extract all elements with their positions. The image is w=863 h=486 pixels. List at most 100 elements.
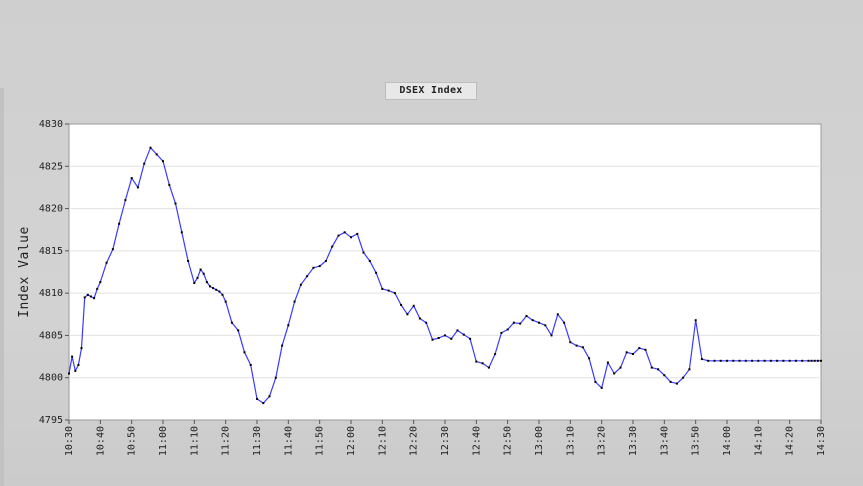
series-layer <box>68 146 822 405</box>
data-point <box>118 222 121 225</box>
data-point <box>450 337 453 340</box>
data-point <box>196 276 199 279</box>
data-point <box>136 186 139 189</box>
data-point <box>738 359 741 362</box>
data-point <box>77 364 80 366</box>
data-point <box>538 321 540 324</box>
data-point <box>368 260 371 262</box>
data-point <box>657 368 660 371</box>
data-point <box>782 359 785 362</box>
data-point <box>356 232 359 235</box>
data-point <box>130 177 133 180</box>
data-point <box>205 281 208 284</box>
y-tick-label: 4810 <box>39 288 63 299</box>
data-point <box>588 357 591 360</box>
data-point <box>281 344 284 347</box>
data-point <box>494 353 497 355</box>
x-tick-label: 11:20 <box>221 426 232 456</box>
x-tick-label: 10:30 <box>64 426 75 456</box>
x-tick-label: 11:40 <box>283 426 294 456</box>
data-point <box>412 304 415 307</box>
data-point <box>500 331 503 334</box>
grid-lines <box>69 165 821 379</box>
data-point <box>168 183 171 186</box>
y-tick-label: 4795 <box>39 415 63 426</box>
data-point <box>713 359 716 362</box>
x-axis-ticks: 10:30 10:40 10:50 11:00 11:10 11:20 11:30 11:40… <box>64 420 827 456</box>
data-point <box>381 287 384 290</box>
data-point <box>89 295 92 298</box>
data-point <box>86 293 89 296</box>
data-point <box>613 372 616 375</box>
data-point <box>569 341 572 344</box>
data-point <box>556 313 559 316</box>
data-point <box>487 366 490 369</box>
data-point <box>68 372 70 375</box>
data-point <box>318 265 321 268</box>
data-point <box>581 346 584 349</box>
x-tick-label: 11:10 <box>189 426 200 456</box>
data-point <box>331 245 334 248</box>
x-tick-label: 13:50 <box>691 426 702 456</box>
data-point <box>274 376 277 379</box>
x-tick-label: 13:10 <box>565 426 576 456</box>
y-tick-label: 4825 <box>39 161 63 172</box>
data-point <box>209 285 211 288</box>
data-point <box>83 296 86 299</box>
data-point <box>606 361 609 364</box>
data-point <box>400 304 403 306</box>
data-point <box>769 359 772 362</box>
x-tick-label: 12:50 <box>503 426 514 456</box>
data-point <box>437 337 440 339</box>
data-point <box>563 321 566 324</box>
data-point <box>669 380 672 383</box>
data-point <box>519 322 522 325</box>
data-point <box>93 297 96 300</box>
data-point <box>243 351 246 354</box>
data-point <box>337 234 340 237</box>
data-point <box>719 359 722 362</box>
data-point <box>221 293 224 296</box>
x-tick-label: 12:20 <box>409 426 420 456</box>
data-point <box>193 282 196 284</box>
data-point <box>406 313 409 316</box>
data-point <box>149 146 152 149</box>
data-point <box>813 359 816 362</box>
data-point <box>456 329 459 332</box>
x-tick-label: 10:50 <box>127 426 138 456</box>
data-point <box>237 329 240 332</box>
data-point <box>550 334 553 337</box>
data-point <box>444 334 446 337</box>
data-point <box>700 358 703 361</box>
x-tick-label: 11:00 <box>158 426 169 456</box>
data-point <box>431 338 434 341</box>
x-tick-label: 13:20 <box>597 426 608 456</box>
x-tick-label: 14:20 <box>785 426 796 456</box>
data-point <box>512 321 515 324</box>
data-point <box>287 324 290 327</box>
data-point <box>256 397 258 400</box>
chart-title-box: DSEX Index <box>385 82 477 100</box>
data-point <box>143 162 146 165</box>
data-point <box>96 287 99 290</box>
x-tick-label: 12:40 <box>471 426 482 456</box>
left-frame-edge <box>0 88 4 486</box>
data-point <box>788 359 791 362</box>
data-point <box>218 290 221 293</box>
y-tick-label: 4800 <box>39 373 63 384</box>
x-tick-label: 12:00 <box>346 426 357 456</box>
y-tick-label: 4815 <box>39 246 63 257</box>
data-point <box>469 337 472 340</box>
x-tick-label: 12:10 <box>377 426 388 456</box>
data-point <box>262 402 265 405</box>
x-tick-label: 13:40 <box>659 426 670 456</box>
x-tick-label: 13:00 <box>534 426 545 456</box>
y-tick-label: 4820 <box>39 204 63 215</box>
data-point <box>375 271 378 274</box>
data-point <box>343 231 346 234</box>
data-point <box>744 359 747 362</box>
x-tick-label: 14:00 <box>722 426 733 456</box>
data-point <box>794 359 797 362</box>
data-point <box>362 251 365 254</box>
